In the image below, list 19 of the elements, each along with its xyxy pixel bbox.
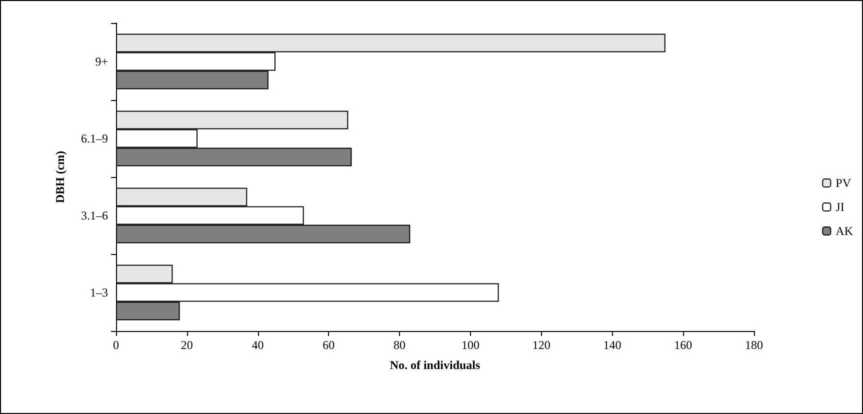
x-tick-label: 40 (252, 338, 264, 352)
x-tick-label: 0 (113, 338, 119, 352)
x-tick-label: 80 (394, 338, 406, 352)
x-axis-title: No. of individuals (390, 358, 481, 372)
x-tick-label: 60 (322, 338, 335, 352)
y-axis-title: DBH (cm) (53, 150, 67, 204)
legend-label: AK (836, 224, 854, 238)
x-tick-label: 180 (745, 338, 763, 352)
x-tick-label: 100 (461, 338, 480, 352)
x-tick-label: 20 (180, 338, 193, 352)
legend-label: PV (836, 176, 852, 190)
y-tick-label: 9+ (95, 54, 108, 68)
x-tick-label: 160 (674, 338, 692, 352)
x-tick-label: 120 (532, 338, 550, 352)
legend-label: JI (836, 200, 844, 214)
x-tick-label: 140 (603, 338, 622, 352)
y-tick-label: 6.1–9 (81, 132, 108, 146)
y-tick-label: 3.1–6 (81, 208, 108, 222)
y-tick-label: 1–3 (90, 286, 108, 300)
